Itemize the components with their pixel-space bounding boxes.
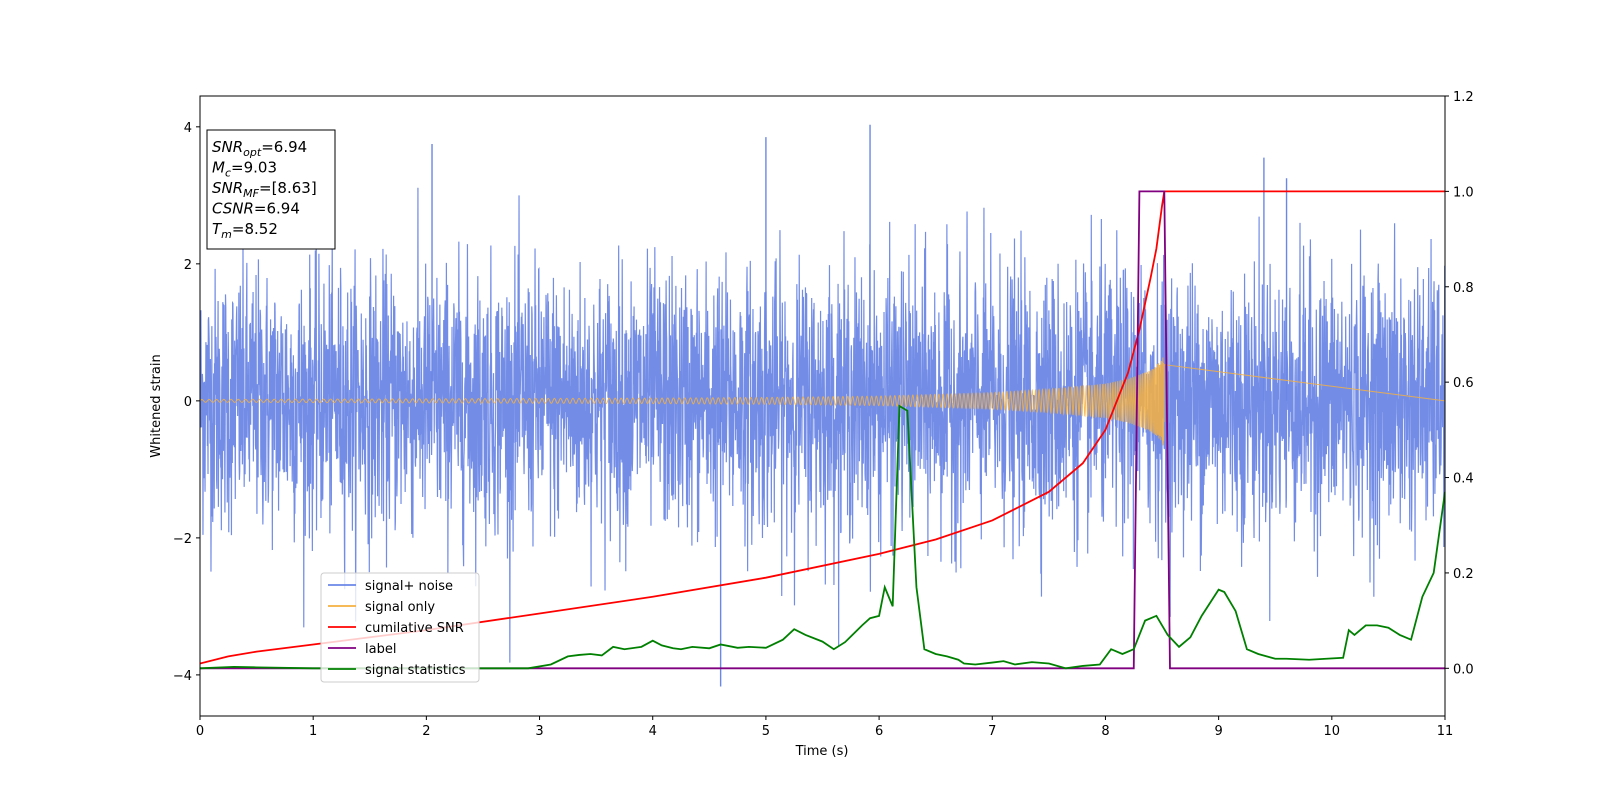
legend-label: signal+ noise	[365, 579, 453, 594]
x-tick-label: 2	[422, 724, 430, 739]
y-axis-left: −4 −2 0 2 4	[173, 121, 200, 684]
signal-noise-line	[200, 187, 1445, 663]
y-right-tick-label: 0.8	[1453, 281, 1474, 296]
y-right-tick-label: 0.4	[1453, 472, 1474, 487]
legend-label: label	[365, 642, 396, 657]
x-tick-label: 11	[1437, 724, 1454, 739]
x-tick-label: 4	[649, 724, 657, 739]
y-right-tick-label: 0.6	[1453, 376, 1474, 391]
y-left-tick-label: −2	[173, 532, 192, 547]
y-left-tick-label: −4	[173, 669, 192, 684]
x-axis-label: Time (s)	[795, 744, 849, 759]
signal-only-line	[200, 357, 1445, 446]
x-tick-label: 8	[1101, 724, 1109, 739]
y-right-tick-label: 1.0	[1453, 185, 1474, 200]
x-tick-label: 5	[762, 724, 770, 739]
signal-noise-series	[200, 124, 1445, 687]
x-tick-label: 9	[1214, 724, 1222, 739]
legend: signal+ noise signal only cumilative SNR la…	[320, 572, 480, 683]
y-right-tick-label: 1.2	[1453, 90, 1474, 105]
legend-label: signal only	[365, 600, 435, 615]
x-tick-label: 3	[535, 724, 543, 739]
legend-label: cumilative SNR	[365, 621, 464, 636]
x-axis: 0 1 2 3 4 5 6 7 8 9 10 11	[196, 716, 1453, 739]
plot-frame	[199, 95, 1446, 717]
y-axis-right: 0.0 0.2 0.4 0.6 0.8 1.0 1.2	[1445, 90, 1474, 677]
info-box-line: Mc=9.03	[212, 159, 277, 180]
label-line	[200, 190, 1445, 670]
info-box-line: SNRMF=[8.63]	[212, 179, 317, 200]
x-tick-label: 7	[988, 724, 996, 739]
info-box-line: CSNR=6.94	[212, 200, 300, 218]
info-box-frame	[206, 129, 336, 250]
x-tick-label: 0	[196, 724, 204, 739]
x-tick-label: 6	[875, 724, 883, 739]
y-right-tick-label: 0.2	[1453, 567, 1474, 582]
info-box-line: SNRopt=6.94	[212, 138, 307, 159]
y-left-tick-label: 0	[184, 395, 192, 410]
signal-only-series	[200, 357, 1445, 446]
y-right-tick-label: 0.0	[1453, 662, 1474, 677]
y-axis-label: Whitened strain	[149, 354, 164, 457]
x-tick-label: 10	[1324, 724, 1341, 739]
info-box-line: Tm=8.52	[212, 220, 278, 241]
legend-label: signal statistics	[365, 663, 466, 678]
y-left-tick-label: 2	[184, 258, 192, 273]
signal-statistics-line	[200, 404, 1445, 670]
x-tick-label: 1	[309, 724, 317, 739]
y-left-tick-label: 4	[184, 121, 192, 136]
legend-frame	[320, 572, 480, 683]
